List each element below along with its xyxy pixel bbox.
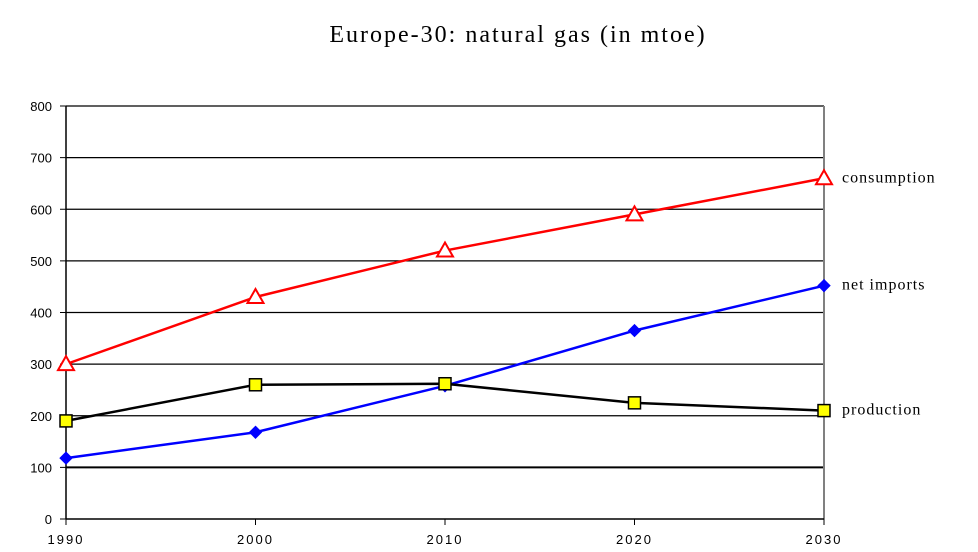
series-production: [59, 376, 831, 428]
y-tick-label-500: 500: [30, 254, 52, 269]
y-tick-label-700: 700: [30, 151, 52, 166]
point-production-2030: [817, 403, 831, 418]
point-production-2000: [248, 378, 263, 392]
series-consumption: [56, 168, 834, 372]
point-net-imports-2030: [817, 278, 831, 293]
y-tick-label-0: 0: [45, 512, 52, 527]
point-consumption-1990: [56, 354, 76, 372]
series-layer: [56, 168, 834, 465]
chart-title: Europe-30: natural gas (in mtoe): [329, 22, 706, 48]
x-tick-label-1990: 1990: [48, 532, 85, 547]
series-labels: consumption net imports production: [842, 169, 936, 419]
series-label-consumption: consumption: [842, 169, 936, 186]
point-consumption-2030: [814, 168, 834, 186]
y-tick-label-400: 400: [30, 306, 52, 321]
x-tick-label-2000: 2000: [237, 532, 274, 547]
point-net-imports-1990: [59, 451, 73, 465]
point-consumption-2000: [245, 286, 266, 305]
y-tick-label-100: 100: [30, 460, 52, 475]
series-line-consumption: [65, 177, 825, 366]
x-tick-label-2010: 2010: [427, 532, 464, 547]
y-tick-label-300: 300: [30, 357, 52, 372]
point-production-2010: [438, 376, 452, 391]
point-production-1990: [59, 414, 73, 428]
point-consumption-2020: [624, 204, 645, 222]
point-net-imports-2000: [248, 425, 263, 439]
tick-labels: 0 100 200 300 400 500 600 700 800 1990 2000 2010 202…: [30, 99, 843, 547]
point-net-imports-2020: [627, 323, 642, 338]
x-tick-label-2020: 2020: [616, 532, 653, 547]
point-production-2020: [627, 396, 642, 410]
series-label-net-imports: net imports: [842, 277, 925, 294]
series-line-net-imports: [65, 284, 825, 460]
x-tick-label-2030: 2030: [806, 532, 843, 547]
series-net-imports: [59, 278, 831, 465]
point-consumption-2010: [435, 240, 455, 258]
gridlines: [66, 105, 824, 469]
series-label-production: production: [842, 402, 921, 419]
y-tick-label-800: 800: [30, 99, 52, 114]
y-tick-label-200: 200: [30, 409, 52, 424]
axes: [60, 105, 825, 525]
y-tick-label-600: 600: [30, 202, 52, 217]
